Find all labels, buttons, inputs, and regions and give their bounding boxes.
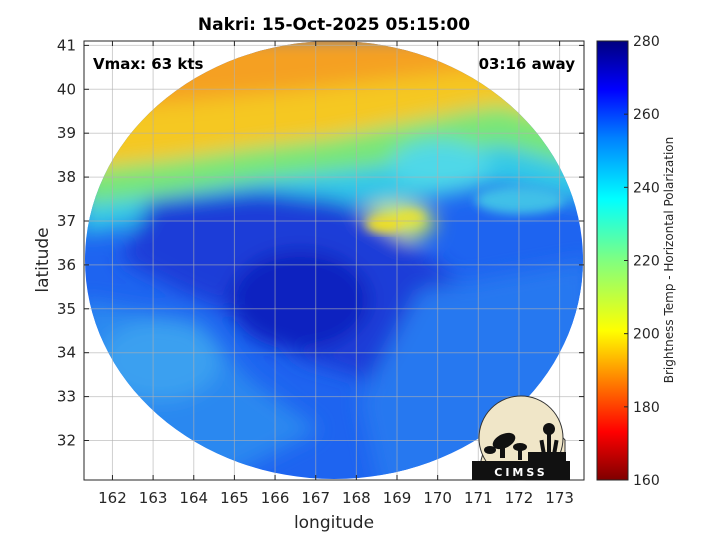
colorbar-tick-label: 180: [633, 400, 660, 416]
x-tick-label: 165: [220, 489, 249, 507]
y-axis-label: latitude: [33, 227, 53, 292]
x-tick-label: 162: [98, 489, 127, 507]
colorbar-label: Brightness Temp - Horizontal Polarizatio…: [662, 137, 676, 384]
logo-text: CIMSS: [494, 466, 547, 479]
y-ticks: 32 33 34 35 36 37 38 39 40 41: [57, 36, 584, 449]
colorbar-tick-label: 200: [633, 327, 660, 343]
x-tick-label: 164: [179, 489, 208, 507]
colorbar-tick-label: 280: [633, 34, 660, 50]
vmax-annotation: Vmax: 63 kts: [93, 55, 203, 73]
chart-title: Nakri: 15-Oct-2025 05:15:00: [198, 15, 470, 35]
y-tick-label: 37: [57, 212, 76, 230]
y-tick-label: 33: [57, 388, 76, 406]
time-away-annotation: 03:16 away: [479, 55, 576, 73]
colorbar-tick-label: 240: [633, 180, 660, 196]
x-tick-label: 173: [545, 489, 574, 507]
x-tick-label: 166: [261, 489, 290, 507]
colorbar-tick-label: 160: [633, 473, 660, 489]
y-tick-label: 40: [57, 80, 76, 98]
grid: [84, 41, 584, 480]
colorbar-tick-label: 220: [633, 254, 660, 270]
cimss-logo: CIMSS: [472, 395, 570, 481]
x-tick-label: 172: [505, 489, 534, 507]
axes-box: [83, 40, 585, 481]
x-tick-label: 167: [301, 489, 330, 507]
x-tick-label: 169: [383, 489, 412, 507]
y-tick-label: 39: [57, 124, 76, 142]
x-ticks: 162 163 164 165 166 167 168 169 170 171 172 173: [98, 41, 574, 507]
x-tick-label: 171: [464, 489, 493, 507]
swath-image: [85, 41, 583, 479]
x-axis-label: longitude: [294, 513, 374, 533]
x-tick-label: 168: [342, 489, 371, 507]
x-tick-label: 170: [423, 489, 452, 507]
y-tick-label: 35: [57, 300, 76, 318]
y-tick-label: 32: [57, 431, 76, 449]
colorbar-tick-label: 260: [633, 107, 660, 123]
x-tick-label: 163: [139, 489, 168, 507]
y-tick-label: 38: [57, 168, 76, 186]
y-tick-label: 41: [57, 36, 76, 54]
colorbar: [596, 40, 629, 481]
colorbar-ticks: 160 180 200 220 240 260 280: [624, 34, 660, 489]
y-tick-label: 36: [57, 256, 76, 274]
y-tick-label: 34: [57, 344, 76, 362]
